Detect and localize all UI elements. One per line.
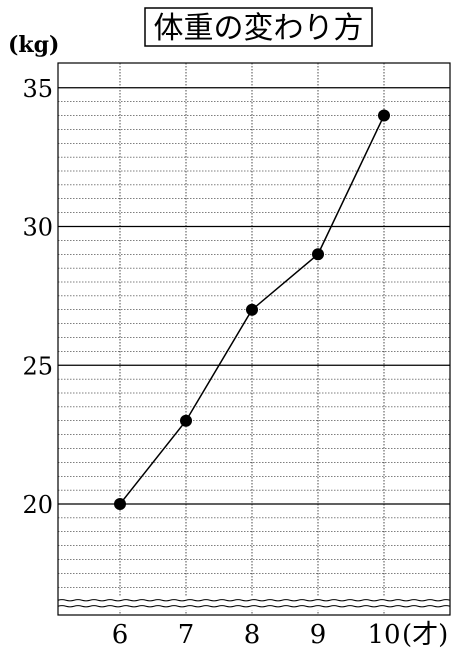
- x-axis-tick-label: 9: [310, 620, 327, 650]
- axis-break-wave: [57, 605, 451, 608]
- y-axis-tick-label: 25: [22, 352, 53, 380]
- y-axis-unit-label: (kg): [8, 32, 59, 58]
- y-axis-tick-label: 35: [22, 75, 53, 103]
- axis-break-mask: [59, 596, 449, 611]
- data-point: [378, 109, 390, 122]
- data-point: [180, 414, 192, 427]
- y-axis-tick-label: 20: [22, 491, 53, 519]
- x-axis-tick-label: 8: [244, 620, 261, 650]
- axis-break-wave: [57, 599, 451, 602]
- chart-grid: [58, 63, 450, 615]
- x-axis-unit-label: (才): [402, 620, 448, 650]
- chart-frame: [57, 62, 451, 616]
- chart-title-group: 体重の変わり方: [144, 7, 373, 47]
- x-axis-tick-label: 10: [367, 620, 400, 650]
- y-axis-tick-label: 30: [22, 214, 53, 242]
- data-point: [246, 303, 258, 316]
- data-points: [114, 109, 390, 510]
- y-axis-tick-labels: 20 25 30 35: [22, 75, 53, 519]
- chart-title-box: [144, 7, 373, 47]
- data-point: [114, 498, 126, 510]
- x-axis-tick-labels: 6 7 8 9 10: [112, 620, 401, 650]
- x-axis-tick-label: 7: [178, 620, 195, 650]
- chart-title: 体重の変わり方: [154, 11, 364, 46]
- data-point: [312, 248, 324, 261]
- x-axis-tick-label: 6: [112, 620, 129, 650]
- plot-border: [57, 62, 451, 616]
